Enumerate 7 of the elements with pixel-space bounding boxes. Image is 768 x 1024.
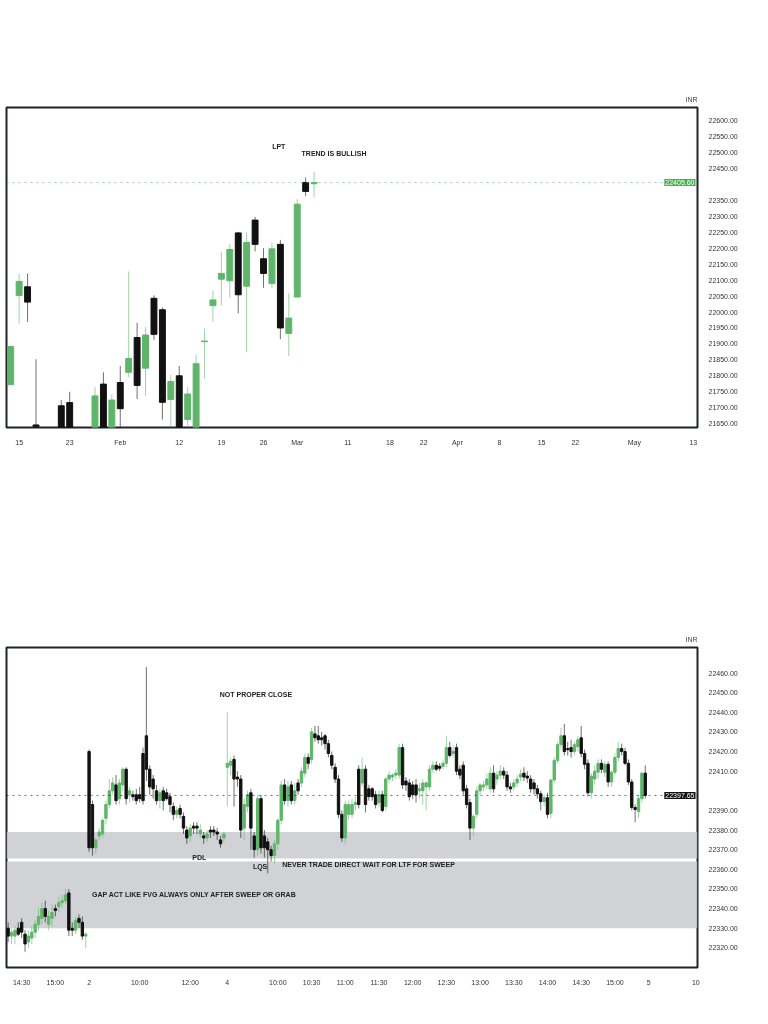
candlestick [269,845,273,862]
candlestick [532,778,536,796]
candlestick [542,794,546,808]
candlestick [451,745,455,758]
candlestick [60,894,64,910]
candlestick [495,770,499,786]
candlestick [131,790,135,802]
